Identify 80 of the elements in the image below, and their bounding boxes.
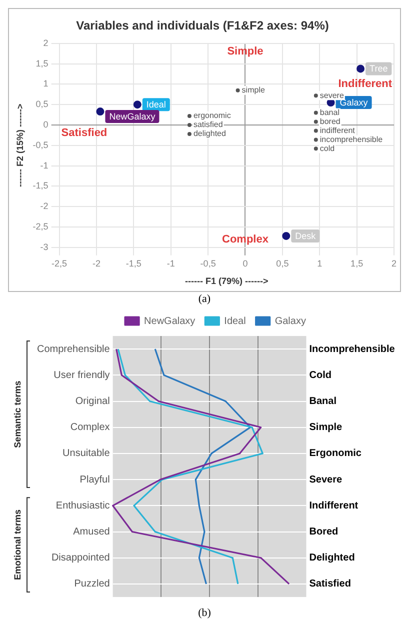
y-tick-label: -1 <box>40 160 48 170</box>
y-tick-label: User friendly <box>54 370 110 381</box>
x-tick-label: -0,5 <box>200 258 216 268</box>
y-tick-label: 1 <box>43 78 48 89</box>
y-tick-label: 0,5 <box>36 99 48 110</box>
x-tick-label: 1,5 <box>350 258 364 268</box>
point <box>314 138 318 142</box>
point <box>314 94 318 98</box>
point <box>187 132 192 136</box>
y2-tick-label: Simple <box>309 422 342 434</box>
text: (a) <box>197 292 212 306</box>
annotation: delighted <box>193 129 226 138</box>
annotation: indifferent <box>320 126 356 135</box>
text: (b) <box>197 606 212 620</box>
y2-tick-label: Satisfied <box>309 578 351 590</box>
chart-title: Variables and individuals (F1&F2 axes: 94%) <box>76 18 329 33</box>
y-tick-label: Complex <box>70 422 110 434</box>
annotation: NewGalaxy <box>109 112 156 122</box>
y-tick-label: Comprehensible <box>36 344 110 355</box>
x-tick-label: 0 <box>242 258 248 268</box>
y-tick-label: -2,5 <box>32 221 48 232</box>
x-tick-label: 0,5 <box>276 258 289 268</box>
point <box>314 146 318 151</box>
point <box>187 114 192 118</box>
y-tick-label: Enthusiastic <box>56 500 110 512</box>
legend-label: Ideal <box>224 316 246 327</box>
y-tick-label: 2 <box>43 38 48 48</box>
point <box>187 123 192 127</box>
y-tick-label: 0 <box>43 119 48 130</box>
point <box>133 100 142 109</box>
y2-tick-label: Cold <box>309 370 332 381</box>
y-tick-label: 1,5 <box>36 58 48 68</box>
annotation: cold <box>320 144 335 153</box>
y-tick-label: Original <box>75 396 110 407</box>
x-axis-title: ------ F1 (79%) ------> <box>185 276 268 286</box>
y2-tick-label: Incomprehensible <box>309 344 396 355</box>
annotation: severe <box>320 90 344 100</box>
y2-tick-label: Delighted <box>309 552 355 564</box>
legend-label: NewGalaxy <box>144 316 196 327</box>
y-tick-label: Unsuitable <box>62 448 110 460</box>
x-tick-label: 2 <box>391 258 397 268</box>
point <box>236 88 240 92</box>
x-tick-label: -1 <box>166 258 175 268</box>
annotation: bored <box>320 116 340 126</box>
y2-tick-label: Banal <box>309 396 337 407</box>
annotation: Ideal <box>146 100 166 110</box>
y-tick-label: -3 <box>40 242 48 252</box>
point <box>356 64 365 73</box>
x-tick-label: -1,5 <box>126 258 142 268</box>
annotation: satisfied <box>193 120 223 130</box>
point <box>314 128 318 133</box>
legend-label: Galaxy <box>274 316 306 327</box>
annotation: simple <box>242 86 266 95</box>
point <box>314 110 318 115</box>
y-tick-label: -0,5 <box>32 140 48 150</box>
y-tick-label: Puzzled <box>74 578 110 590</box>
annotation: Complex <box>222 233 270 246</box>
y-tick-label: -1,5 <box>32 180 48 191</box>
annotation: Satisfied <box>61 127 108 140</box>
x-tick-label: 1 <box>317 258 322 268</box>
text: Emotional terms <box>12 510 22 580</box>
y-tick-label: -2 <box>40 201 48 212</box>
annotation: incomprehensible <box>320 134 384 144</box>
y-tick-label: Playful <box>80 474 110 486</box>
annotation: banal <box>320 108 340 117</box>
annotation: ergonomic <box>193 111 231 120</box>
y-tick-label: Amused <box>73 526 110 538</box>
y-tick-label: Disappointed <box>51 552 110 564</box>
annotation: Indifferent <box>338 78 392 90</box>
y2-tick-label: Severe <box>309 474 342 486</box>
point <box>314 120 318 124</box>
annotation: Simple <box>227 45 264 58</box>
point <box>282 232 290 240</box>
y2-tick-label: Ergonomic <box>309 448 362 460</box>
y2-tick-label: Indifferent <box>309 500 359 512</box>
annotation: Galaxy <box>340 98 368 108</box>
text: Semantic terms <box>12 380 22 448</box>
y-axis-title: ------ F2 (15%) ------> <box>14 104 25 188</box>
point <box>96 108 104 116</box>
y2-tick-label: Bored <box>309 526 338 538</box>
